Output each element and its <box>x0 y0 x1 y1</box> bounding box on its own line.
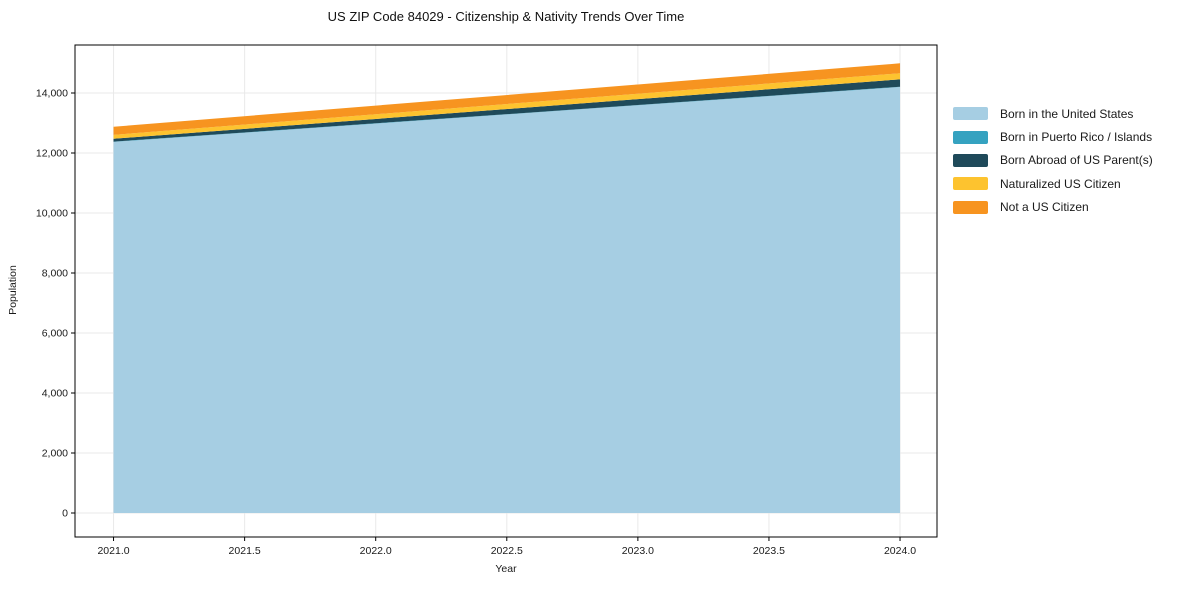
x-tick-label: 2023.5 <box>753 545 785 557</box>
legend-item: Naturalized US Citizen <box>953 172 1153 195</box>
legend: Born in the United States Born in Puerto… <box>953 102 1153 219</box>
legend-label: Born Abroad of US Parent(s) <box>1000 153 1153 168</box>
area-series-4 <box>113 63 901 135</box>
y-tick-label: 0 <box>62 508 68 520</box>
y-tick-label: 14,000 <box>36 88 68 100</box>
legend-label: Born in the United States <box>1000 106 1134 121</box>
x-tick-label: 2021.5 <box>229 545 261 557</box>
y-tick-label: 10,000 <box>36 208 68 220</box>
plot-frame <box>74 44 938 538</box>
y-axis-label: Population <box>7 265 19 315</box>
legend-label: Not a US Citizen <box>1000 200 1089 215</box>
y-tick-label: 4,000 <box>42 388 68 400</box>
legend-item: Not a US Citizen <box>953 196 1153 219</box>
x-tick-label: 2022.0 <box>360 545 392 557</box>
y-tick-label: 12,000 <box>36 148 68 160</box>
y-tick-label: 8,000 <box>42 268 68 280</box>
legend-swatch-born-in-us <box>953 107 988 121</box>
legend-item: Born in Puerto Rico / Islands <box>953 125 1153 148</box>
legend-item: Born in the United States <box>953 102 1153 125</box>
legend-swatch-born-in-puerto-rico <box>953 130 988 144</box>
x-tick-label: 2023.0 <box>622 545 654 557</box>
x-tick-label: 2024.0 <box>884 545 916 557</box>
legend-swatch-born-abroad <box>953 153 988 167</box>
legend-label: Born in Puerto Rico / Islands <box>1000 130 1153 145</box>
area-series-3 <box>113 73 901 139</box>
y-tick-label: 2,000 <box>42 448 68 460</box>
y-tick-label: 6,000 <box>42 328 68 340</box>
legend-swatch-naturalized <box>953 177 988 191</box>
legend-label: Naturalized US Citizen <box>1000 176 1121 191</box>
area-series-2 <box>113 79 901 142</box>
area-series-0 <box>113 87 901 513</box>
chart-title: US ZIP Code 84029 - Citizenship & Nativi… <box>327 9 685 24</box>
x-tick-label: 2022.5 <box>491 545 523 557</box>
x-tick-label: 2021.0 <box>97 545 129 557</box>
legend-item: Born Abroad of US Parent(s) <box>953 149 1153 172</box>
area-series-1 <box>113 86 901 142</box>
legend-swatch-not-citizen <box>953 200 988 214</box>
x-axis-label: Year <box>495 563 517 575</box>
